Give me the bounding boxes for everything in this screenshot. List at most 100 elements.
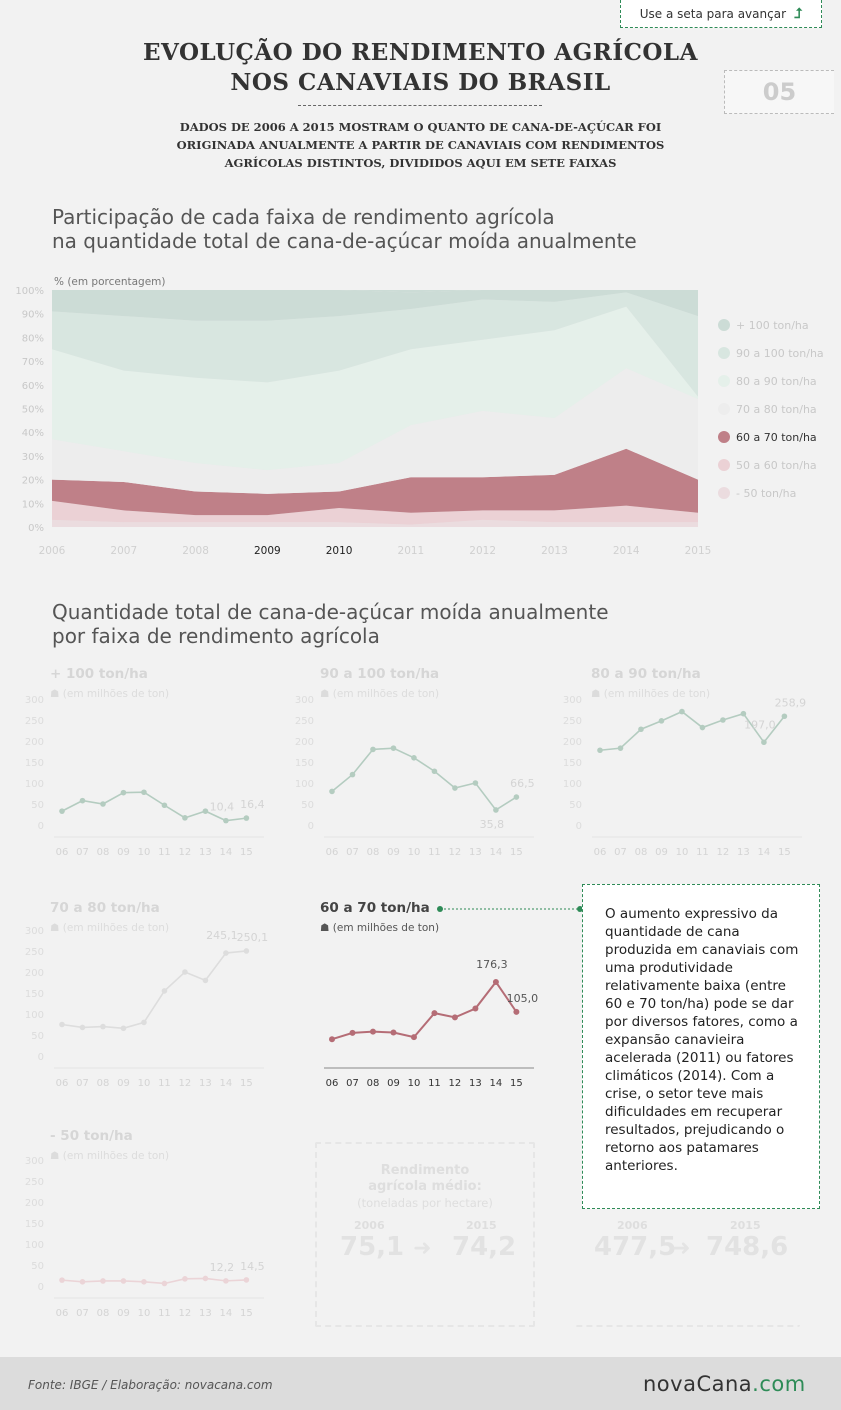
- x-tick-label: 11: [158, 1308, 171, 1319]
- x-tick-label: 12: [449, 847, 462, 858]
- data-label: 35,8: [480, 818, 505, 831]
- data-point: [182, 815, 188, 821]
- chart-title-plus100: + 100 ton/ha: [50, 666, 148, 682]
- footer-source: Fonte: IBGE / Elaboração: novacana.com: [28, 1378, 273, 1392]
- x-tick-label: 08: [97, 847, 110, 858]
- x-tick-label: 2015: [685, 545, 712, 557]
- data-point: [329, 1036, 335, 1043]
- legend-swatch: [718, 487, 730, 499]
- chart-title-70-80: 70 a 80 ton/ha: [50, 900, 160, 916]
- summary2-year-b: 2015: [730, 1219, 761, 1232]
- chart-unit-minus50: ☗ (em milhões de ton): [50, 1150, 169, 1162]
- x-tick-label: 10: [138, 847, 151, 858]
- data-point: [472, 1005, 479, 1012]
- legend-swatch: [718, 459, 730, 471]
- brand-logo: novaCana.com: [643, 1372, 806, 1396]
- x-tick-label: 08: [635, 847, 648, 858]
- chart-unit-plus100: ☗ (em milhões de ton): [50, 688, 169, 700]
- y-tick-label: 10%: [22, 499, 44, 510]
- x-tick-label: 06: [56, 847, 69, 858]
- x-tick-label: 15: [778, 847, 791, 858]
- x-tick-label: 08: [97, 1308, 110, 1319]
- data-point: [513, 794, 520, 800]
- data-point: [411, 755, 417, 761]
- chart-unit-70-80: ☗ (em milhões de ton): [50, 922, 169, 934]
- advance-label: Use a seta para avançar: [639, 6, 786, 21]
- data-point: [79, 1024, 86, 1031]
- y-tick-label: 100: [295, 779, 314, 790]
- legend-swatch: [718, 403, 730, 415]
- y-tick-label: 200: [25, 1198, 44, 1209]
- x-tick-label: 09: [655, 847, 668, 858]
- data-label: 66,5: [510, 777, 535, 790]
- legend-label: 90 a 100 ton/ha: [736, 347, 824, 360]
- x-tick-label: 14: [490, 847, 503, 858]
- data-point: [59, 1021, 65, 1028]
- weight-icon: ☗: [50, 1150, 63, 1162]
- x-tick-label: 14: [490, 1078, 503, 1089]
- data-point: [100, 1023, 106, 1030]
- chart-title-80-90: 80 a 90 ton/ha: [591, 666, 701, 682]
- area-series-4: [52, 306, 698, 471]
- x-tick-label: 07: [346, 1078, 359, 1089]
- mini-chart-5: 176,3 105,0 06 07 08 09 10 11 12 13 14 15: [324, 958, 538, 1089]
- subtitle-line-3: AGRÍCOLAS DISTINTOS, DIVIDIDOS AQUI EM S…: [224, 156, 617, 170]
- x-tick-label: 2013: [541, 545, 568, 557]
- y-tick-label: 70%: [22, 357, 44, 368]
- y-tick-label: 250: [563, 716, 582, 727]
- data-point: [79, 1279, 86, 1285]
- x-tick-label: 13: [469, 847, 482, 858]
- y-tick-label: 200: [25, 737, 44, 748]
- stacked-area-chart: 0% 10% 20% 30% 40% 50% 60% 70% 80% 90% 100% % (em p…: [15, 276, 824, 557]
- x-tick-label: 07: [76, 1078, 89, 1089]
- arrow-right-icon: ➜: [413, 1236, 432, 1261]
- y-tick-label: 200: [25, 968, 44, 979]
- data-label: 105,0: [507, 992, 539, 1005]
- data-point: [349, 771, 356, 778]
- weight-icon: ☗: [50, 688, 63, 700]
- data-point: [390, 745, 397, 751]
- data-point: [100, 801, 106, 807]
- x-tick-label: 2010: [326, 545, 353, 557]
- annotation-note: O aumento expressivo da quantidade de ca…: [582, 884, 820, 1209]
- data-point: [452, 785, 458, 791]
- data-point: [617, 745, 624, 751]
- chart-unit-70-80-label: (em milhões de ton): [62, 922, 170, 934]
- x-tick-label: 08: [97, 1078, 110, 1089]
- y-tick-label: 50: [301, 800, 314, 811]
- data-point: [202, 977, 209, 984]
- x-tick-label: 15: [510, 847, 523, 858]
- y-tick-label: 100: [25, 779, 44, 790]
- y-tick-label: 250: [25, 947, 44, 958]
- y-tick-label: 250: [295, 716, 314, 727]
- y-tick-label: 300: [25, 695, 44, 706]
- y-tick-label: 50: [31, 1031, 44, 1042]
- arrow-right-icon: ➜: [672, 1236, 691, 1261]
- data-label: 245,1: [206, 929, 238, 942]
- data-label: 176,3: [476, 958, 508, 971]
- y-tick-label: 150: [295, 758, 314, 769]
- chart-unit-90-100: ☗ (em milhões de ton): [320, 688, 439, 700]
- y-tick-label: 300: [25, 926, 44, 937]
- x-tick-label: 13: [199, 1308, 212, 1319]
- x-tick-label: 12: [449, 1078, 462, 1089]
- section1-title-line-2: na quantidade total de cana-de-açúcar mo…: [52, 229, 637, 253]
- x-tick-label: 11: [158, 847, 171, 858]
- summary2-value-b: 748,6: [706, 1232, 789, 1262]
- data-point: [141, 1279, 147, 1285]
- x-tick-label: 13: [199, 847, 212, 858]
- y-tick-label: 200: [295, 737, 314, 748]
- y-tick-label: 0: [38, 821, 44, 832]
- x-tick-label: 09: [387, 1078, 400, 1089]
- y-tick-label: 50%: [22, 405, 44, 416]
- data-point: [390, 1029, 397, 1036]
- data-point: [740, 710, 747, 717]
- data-label: 12,2: [210, 1261, 235, 1274]
- data-point: [141, 1019, 147, 1026]
- x-tick-label: 13: [469, 1078, 482, 1089]
- series-line: [61, 791, 247, 822]
- data-point: [79, 797, 86, 804]
- area-series-2: [52, 448, 698, 516]
- y-tick-label: 90%: [22, 310, 44, 321]
- advance-button[interactable]: Use a seta para avançar ⮥: [620, 0, 822, 28]
